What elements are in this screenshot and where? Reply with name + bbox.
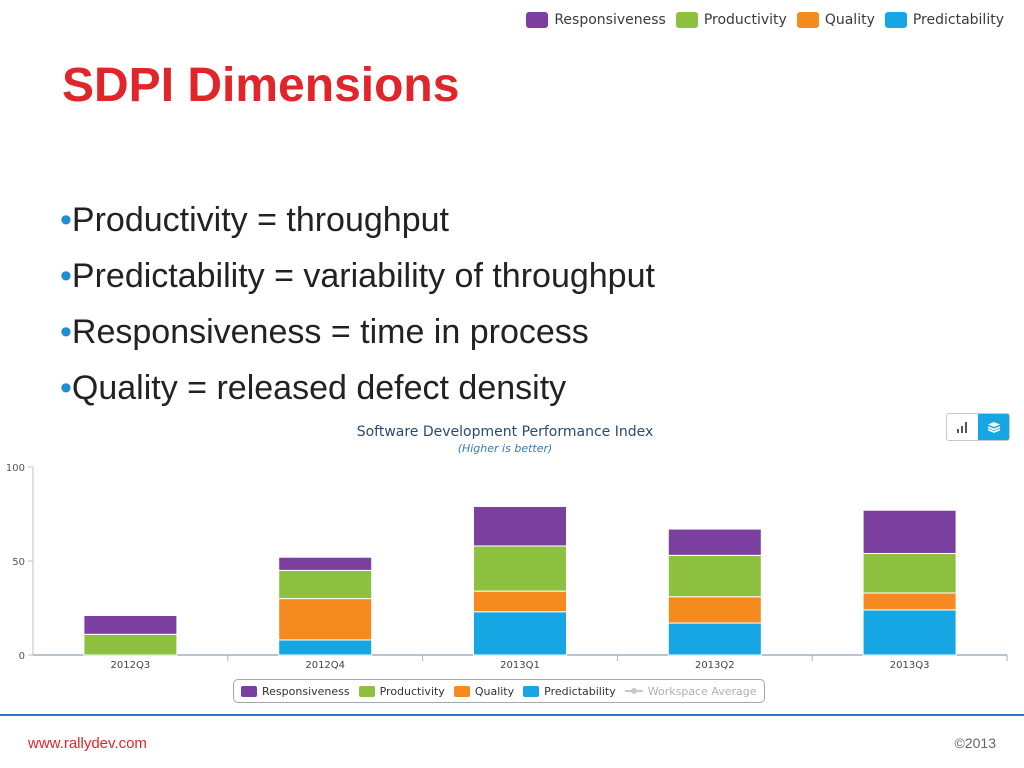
bullet-text: Quality = released defect density	[71, 369, 567, 407]
chart-legend: Responsiveness Productivity Quality Pred…	[233, 679, 765, 703]
top-legend-item-productivity: Productivity	[675, 12, 787, 28]
bar-segment-predictability	[862, 609, 957, 656]
bar-segment-productivity	[473, 545, 567, 592]
line-marker-icon	[624, 686, 643, 696]
top-legend-item-responsiveness: Responsiveness	[526, 12, 666, 28]
bullet-dot: •	[60, 369, 72, 407]
bullet-text: Predictability = variability of throughp…	[71, 257, 655, 295]
bullet-dot: •	[60, 313, 72, 351]
legend-label: Workspace Average	[647, 684, 757, 698]
slide-title: SDPI Dimensions	[62, 59, 460, 112]
stacked-view-button[interactable]	[978, 414, 1009, 440]
quality-swatch	[453, 685, 470, 697]
top-legend-label: Predictability	[912, 12, 1004, 28]
y-tick-label: 100	[6, 463, 25, 474]
responsiveness-swatch	[526, 12, 549, 28]
bar-segment-productivity	[278, 569, 373, 600]
legend-item-responsiveness[interactable]: Responsiveness	[241, 685, 350, 698]
x-tick-label: 2013Q3	[890, 660, 930, 671]
bullet-text: Responsiveness = time in process	[71, 313, 589, 351]
predictability-swatch	[884, 12, 907, 28]
stacked-bar-chart: 0 50 100 2012Q3 2012Q4 2013Q1 2013Q2 2013Q3	[6, 463, 1008, 671]
y-tick-label: 0	[19, 651, 25, 662]
quality-swatch	[796, 12, 819, 28]
y-tick-label: 50	[12, 557, 25, 568]
bullet-text: Productivity = throughput	[71, 201, 449, 239]
bar-segment-responsiveness	[83, 615, 178, 635]
bar-segment-quality	[278, 598, 373, 641]
legend-item-predictability[interactable]: Predictability	[523, 685, 616, 698]
bar-segment-quality	[473, 590, 567, 613]
bar-segment-responsiveness	[667, 528, 762, 556]
x-tick-label: 2013Q1	[500, 660, 540, 671]
legend-label: Quality	[474, 684, 515, 698]
footer-link[interactable]: www.rallydev.com	[28, 735, 147, 752]
x-tick-label: 2012Q4	[305, 660, 345, 671]
footer-divider	[0, 714, 1024, 716]
bar-segment-productivity	[667, 554, 762, 598]
top-legend-label: Productivity	[703, 12, 787, 28]
top-legend-label: Quality	[824, 12, 875, 28]
stack-icon	[987, 422, 1000, 433]
productivity-swatch	[675, 12, 698, 28]
productivity-swatch	[358, 685, 375, 697]
bar-segment-quality	[667, 596, 762, 624]
bar-segment-predictability	[278, 639, 373, 656]
bullet-dot: •	[60, 257, 72, 295]
bullet-item: •Productivity = throughput	[60, 192, 655, 248]
bar-segment-predictability	[473, 611, 567, 656]
top-legend-label: Responsiveness	[554, 12, 666, 28]
bar-segment-predictability	[667, 622, 762, 656]
x-tick-label: 2013Q2	[695, 660, 735, 671]
bar-chart-view-button[interactable]	[947, 414, 978, 440]
bar-segment-responsiveness	[473, 505, 567, 547]
legend-item-productivity[interactable]: Productivity	[358, 684, 445, 698]
bar-segment-quality	[862, 592, 957, 611]
legend-label: Predictability	[544, 684, 616, 698]
predictability-swatch	[523, 685, 540, 697]
bullet-item: •Responsiveness = time in process	[60, 304, 655, 360]
legend-label: Responsiveness	[262, 684, 350, 698]
bar-segment-responsiveness	[278, 556, 373, 571]
bar-chart-icon	[956, 422, 967, 433]
top-legend: Responsiveness Productivity Quality Pred…	[526, 12, 1004, 28]
responsiveness-swatch	[241, 685, 257, 697]
bullet-list: •Productivity = throughput •Predictabili…	[60, 192, 655, 416]
bar-segment-responsiveness	[862, 509, 957, 554]
chart-title: Software Development Performance Index	[356, 424, 654, 440]
footer-copyright: ©2013	[954, 735, 996, 751]
bullet-item: •Quality = released defect density	[60, 360, 655, 416]
top-legend-item-predictability: Predictability	[884, 12, 1004, 28]
bar-segment-productivity	[83, 633, 178, 656]
legend-item-workspace-average[interactable]: Workspace Average	[624, 684, 757, 698]
legend-label: Productivity	[379, 684, 445, 698]
bullet-dot: •	[60, 201, 72, 239]
bar-segment-productivity	[862, 552, 957, 594]
legend-item-quality[interactable]: Quality	[453, 684, 515, 698]
x-tick-label: 2012Q3	[111, 660, 151, 671]
chart-subtitle: (Higher is better)	[457, 442, 553, 455]
top-legend-item-quality: Quality	[796, 12, 875, 28]
bullet-item: •Predictability = variability of through…	[60, 248, 655, 304]
chart-view-toggle	[946, 413, 1010, 441]
